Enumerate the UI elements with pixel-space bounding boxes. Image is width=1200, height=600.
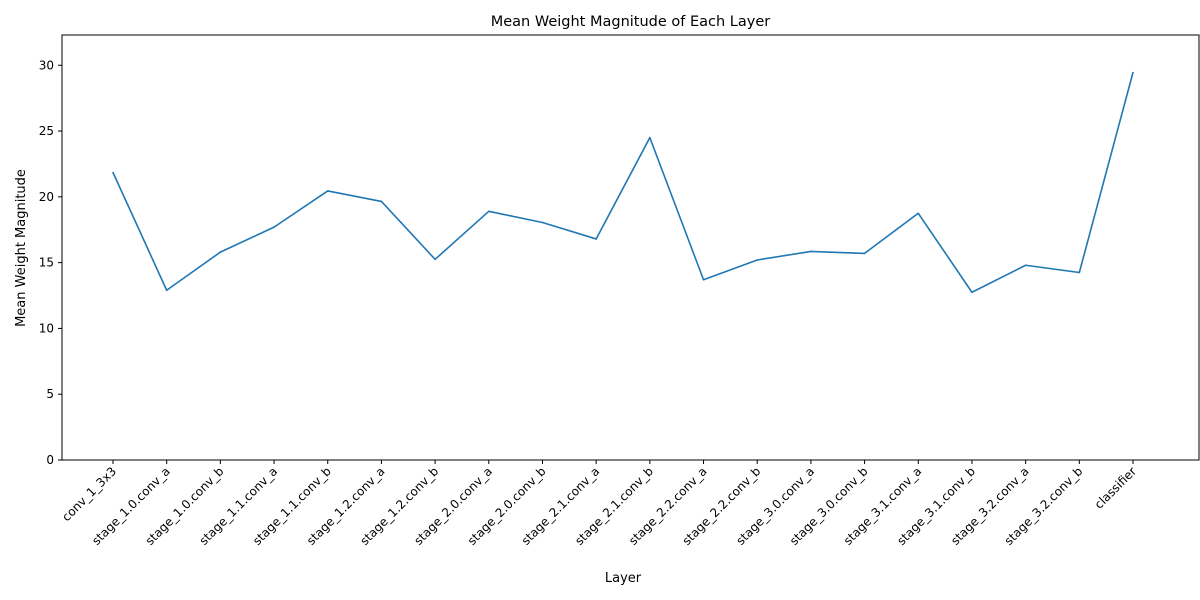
data-point bbox=[1078, 271, 1081, 274]
series-line bbox=[112, 72, 1134, 294]
data-point bbox=[702, 278, 705, 281]
data-point bbox=[971, 291, 973, 294]
data-point bbox=[1132, 71, 1134, 74]
data-point bbox=[649, 136, 651, 139]
data-point bbox=[326, 190, 329, 192]
data-point bbox=[541, 221, 544, 224]
y-tick-label: 30 bbox=[39, 58, 54, 72]
chart-title: Mean Weight Magnitude of Each Layer bbox=[491, 14, 771, 30]
data-point bbox=[1024, 264, 1027, 267]
data-points bbox=[112, 71, 1134, 294]
y-tick-label: 5 bbox=[46, 387, 54, 401]
y-tick-label: 20 bbox=[39, 190, 54, 204]
y-tick-label: 0 bbox=[46, 453, 54, 467]
data-point bbox=[756, 259, 759, 261]
data-point bbox=[863, 252, 866, 255]
data-point bbox=[917, 212, 920, 215]
y-tick-label: 25 bbox=[39, 124, 54, 138]
x-axis-label: Layer bbox=[605, 571, 642, 586]
data-point bbox=[219, 251, 222, 253]
data-point bbox=[273, 226, 275, 228]
data-point bbox=[487, 210, 490, 213]
y-tick-label: 15 bbox=[39, 256, 54, 270]
data-point bbox=[434, 258, 436, 261]
data-point bbox=[380, 200, 383, 203]
data-point bbox=[112, 171, 114, 174]
data-point bbox=[165, 289, 168, 292]
y-axis-ticks: 0 5 10 15 20 25 30 bbox=[39, 58, 62, 467]
y-tick-label: 10 bbox=[39, 321, 54, 335]
plot-frame bbox=[61, 34, 1200, 461]
data-point bbox=[595, 238, 597, 240]
y-axis-label: Mean Weight Magnitude bbox=[14, 169, 29, 327]
data-point bbox=[810, 250, 812, 253]
